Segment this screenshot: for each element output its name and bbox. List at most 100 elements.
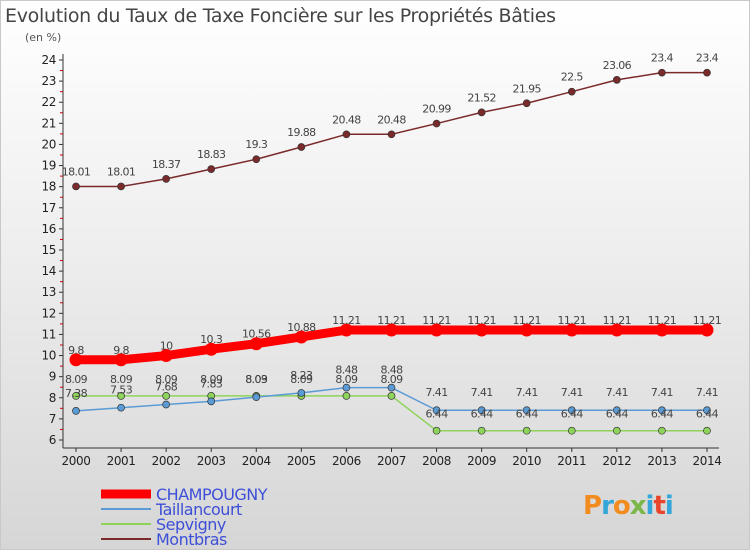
data-point-taillancourt [522,406,531,415]
data-label-taillancourt: 7.41 [606,386,628,399]
data-label-taillancourt: 8.48 [380,364,403,377]
data-point-sepvigny [567,426,576,435]
data-label-montbras: 18.01 [62,165,91,178]
data-point-champougny [69,353,83,367]
data-point-sepvigny [522,426,531,435]
data-label-champougny: 11.21 [332,314,361,327]
data-point-sepvigny [432,426,441,435]
data-label-montbras: 20.48 [332,113,361,126]
data-label-sepvigny: 8.09 [290,373,313,386]
data-label-montbras: 20.99 [422,103,451,116]
data-label-montbras: 19.88 [287,126,316,139]
data-point-taillancourt [612,406,621,415]
legend-label-champougny: CHAMPOUGNY [156,485,268,504]
data-point-taillancourt [703,406,711,415]
y-tick-label: 9 [49,370,56,384]
data-point-montbras [252,155,261,164]
data-point-taillancourt [477,406,486,415]
data-label-sepvigny: 6.44 [516,408,539,421]
data-point-montbras [342,130,351,139]
data-label-sepvigny: 6.44 [471,408,494,421]
y-tick-label: 21 [42,116,56,130]
data-point-champougny [475,323,489,337]
data-point-taillancourt [72,407,80,415]
chart-title: Evolution du Taux de Taxe Foncière sur l… [5,5,556,27]
x-tick-label: 2003 [197,454,226,468]
data-label-champougny: 11.21 [648,314,677,327]
y-tick-label: 17 [42,201,56,215]
data-point-taillancourt [658,406,666,415]
data-label-champougny: 11.21 [467,314,496,327]
data-label-taillancourt: 7.41 [561,386,583,399]
y-tick-label: 19 [42,159,56,173]
data-point-champougny [339,323,353,337]
data-point-champougny [520,323,534,337]
data-point-champougny [565,323,579,337]
data-point-montbras [162,175,170,183]
data-label-sepvigny: 8.09 [335,373,358,386]
data-label-sepvigny: 6.44 [606,408,629,421]
data-label-champougny: 10.56 [242,328,271,341]
x-tick-label: 2012 [602,454,631,468]
y-tick-label: 16 [42,222,56,236]
x-tick-label: 2013 [647,454,676,468]
data-point-champougny [610,323,624,337]
data-label-champougny: 9.8 [68,344,84,357]
data-label-montbras: 18.37 [152,158,181,171]
data-point-montbras [612,75,621,84]
data-label-montbras: 18.01 [107,165,136,178]
data-label-taillancourt: 7.41 [471,386,493,399]
data-label-taillancourt: 7.41 [696,386,718,399]
data-point-taillancourt [162,400,170,409]
y-tick-label: 7 [49,412,56,426]
data-point-sepvigny [342,392,351,400]
data-label-sepvigny: 8.09 [155,373,178,386]
data-label-taillancourt: 8.23 [290,369,313,382]
data-label-taillancourt: 7.38 [65,387,88,400]
data-label-champougny: 11.21 [512,314,541,327]
data-point-taillancourt [207,397,216,406]
data-label-sepvigny: 8.09 [200,373,223,386]
data-label-taillancourt: 8.03 [245,373,268,386]
data-label-sepvigny: 6.44 [696,408,719,421]
data-point-champougny [204,342,218,356]
proxiti-logo: Proxiti [583,491,674,521]
data-point-montbras [658,68,666,77]
data-label-montbras: 20.48 [377,113,406,126]
data-label-taillancourt: 7.41 [651,386,673,399]
data-label-montbras: 23.06 [603,59,632,72]
x-tick-label: 2002 [152,454,181,468]
data-point-montbras [477,108,486,117]
data-label-sepvigny: 8.09 [245,373,268,386]
data-point-sepvigny [703,426,711,435]
data-label-taillancourt: 7.53 [110,384,133,397]
data-point-montbras [703,68,711,77]
data-point-taillancourt [252,393,261,401]
data-label-taillancourt: 7.83 [200,377,223,390]
y-tick-label: 13 [42,285,56,299]
data-point-taillancourt [297,389,306,397]
data-label-montbras: 19.3 [245,138,268,151]
data-label-champougny: 11.21 [693,314,722,327]
data-label-taillancourt: 7.41 [426,386,448,399]
data-label-champougny: 11.21 [603,314,632,327]
data-label-montbras: 23.4 [651,52,674,65]
x-tick-label: 2008 [422,454,451,468]
data-point-sepvigny [658,426,666,435]
y-tick-label: 6 [49,433,56,447]
data-point-champougny [159,349,173,363]
x-tick-label: 2011 [557,454,586,468]
x-tick-label: 2009 [467,454,496,468]
x-tick-label: 2005 [287,454,316,468]
data-point-sepvigny [72,392,80,400]
data-point-champougny [655,323,669,337]
data-label-champougny: 9.8 [113,344,129,357]
x-tick-label: 2007 [377,454,406,468]
data-point-sepvigny [387,392,396,400]
data-point-montbras [567,87,576,96]
x-tick-label: 2014 [693,454,722,468]
data-label-champougny: 10.88 [287,321,316,334]
data-point-montbras [297,143,306,151]
